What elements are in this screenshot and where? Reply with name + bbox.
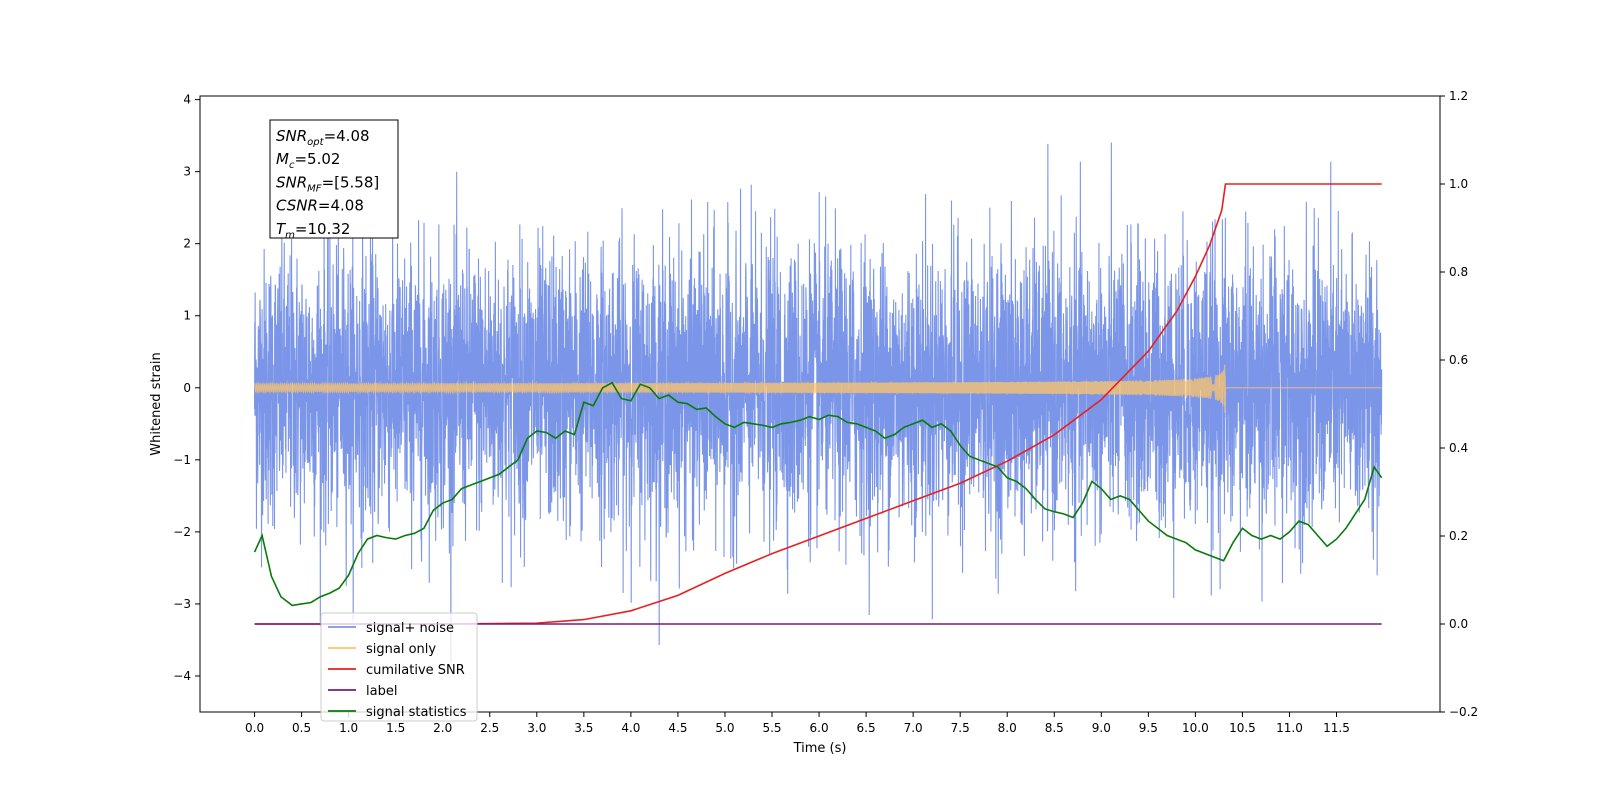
plot-area — [199, 95, 1441, 713]
stats-line: SNRopt=4.08 — [276, 127, 370, 148]
x-tick-label: 1.5 — [386, 721, 405, 735]
y2-tick-label: 0.0 — [1449, 617, 1468, 631]
legend-label: signal statistics — [366, 705, 467, 720]
y2-tick-label: 1.0 — [1449, 177, 1468, 191]
y-tick-label: 1 — [183, 309, 191, 323]
x-tick-label: 8.5 — [1045, 721, 1064, 735]
x-tick-label: 1.0 — [339, 721, 358, 735]
y-tick-label: 3 — [183, 165, 191, 179]
x-tick-label: 4.0 — [621, 721, 640, 735]
y-tick-label: −1 — [173, 453, 191, 467]
stats-line: SNRMF=[5.58] — [276, 173, 379, 194]
x-axis-label: Time (s) — [793, 741, 847, 756]
x-axis: 0.0 0.5 1.0 1.5 2.0 2.5 3.0 3.5 4.0 4.5 5.0 5.5 6.0 6… — [245, 712, 1350, 735]
x-tick-label: 0.5 — [292, 721, 311, 735]
x-tick-label: 6.5 — [857, 721, 876, 735]
x-tick-label: 11.0 — [1276, 721, 1303, 735]
series-cumilative-snr — [254, 183, 1382, 625]
x-tick-label: 10.5 — [1229, 721, 1256, 735]
legend-label: signal only — [366, 642, 436, 657]
legend-label: label — [366, 684, 397, 699]
series-signal-statistics — [253, 381, 1383, 607]
x-tick-label: 8.0 — [998, 721, 1017, 735]
series-signal-noise — [254, 142, 1383, 664]
y-tick-label: −2 — [173, 525, 191, 539]
stats-line: CSNR=4.08 — [276, 197, 364, 215]
x-tick-label: 5.0 — [715, 721, 734, 735]
y2-tick-label: 0.6 — [1449, 353, 1468, 367]
x-tick-label: 11.5 — [1323, 721, 1350, 735]
stats-line: Mc=5.02 — [276, 150, 340, 171]
y-tick-label: −4 — [173, 669, 191, 683]
x-tick-label: 5.5 — [762, 721, 781, 735]
x-tick-label: 9.0 — [1092, 721, 1111, 735]
series-signal-only — [253, 364, 1382, 413]
y2-tick-label: 0.8 — [1449, 265, 1468, 279]
y2-tick-label: 0.4 — [1449, 441, 1468, 455]
x-tick-label: 3.0 — [527, 721, 546, 735]
y2-tick-label: 1.2 — [1449, 89, 1468, 103]
x-tick-label: 3.5 — [574, 721, 593, 735]
x-tick-label: 9.5 — [1139, 721, 1158, 735]
stats-line: Tm=10.32 — [276, 220, 350, 241]
plot-border — [199, 95, 1441, 713]
x-tick-label: 7.0 — [904, 721, 923, 735]
legend-frame — [320, 612, 478, 722]
y-axis-right: 1.2 1.0 0.8 0.6 0.4 0.2 0.0 −0.2 — [1440, 89, 1478, 719]
x-tick-label: 10.0 — [1182, 721, 1209, 735]
legend-label: cumilative SNR — [366, 663, 465, 678]
x-tick-label: 6.0 — [810, 721, 829, 735]
x-tick-label: 2.0 — [433, 721, 452, 735]
y-tick-label: 0 — [183, 381, 191, 395]
y-axis-left: 4 3 2 1 0 −1 −2 −3 −4 — [173, 93, 200, 683]
y-tick-label: 2 — [183, 237, 191, 251]
x-tick-label: 4.5 — [668, 721, 687, 735]
y-axis-label: Whitened strain — [149, 352, 164, 455]
legend-items: signal+ noise signal only cumilative SNR la… — [328, 621, 467, 720]
x-tick-label: 7.5 — [951, 721, 970, 735]
legend-label: signal+ noise — [366, 621, 454, 636]
y-tick-label: 4 — [183, 93, 191, 107]
y-tick-label: −3 — [173, 597, 191, 611]
y2-tick-label: −0.2 — [1449, 705, 1478, 719]
legend: signal+ noise signal only cumilative SNR la… — [320, 612, 478, 722]
y2-tick-label: 0.2 — [1449, 529, 1468, 543]
x-tick-label: 2.5 — [480, 721, 499, 735]
x-tick-label: 0.0 — [245, 721, 264, 735]
stats-box-frame — [269, 119, 399, 239]
